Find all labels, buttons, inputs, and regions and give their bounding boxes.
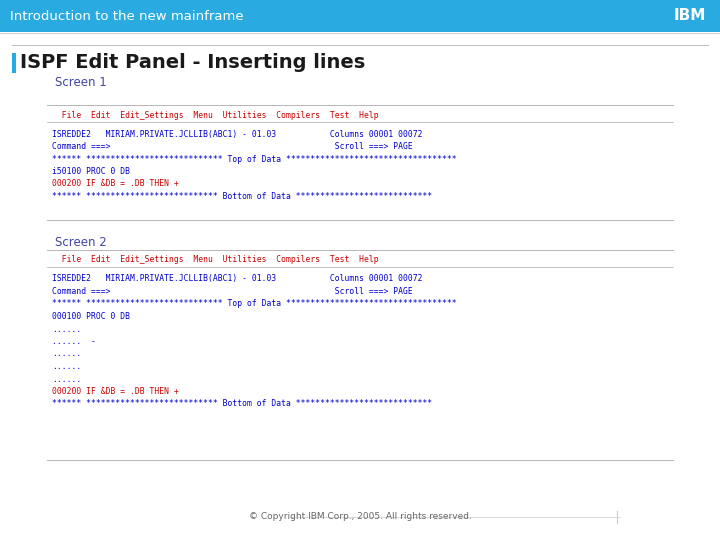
- Text: © Copyright IBM Corp., 2005. All rights reserved.: © Copyright IBM Corp., 2005. All rights …: [248, 512, 472, 521]
- Text: Screen 1: Screen 1: [55, 76, 107, 89]
- Text: ......: ......: [52, 325, 81, 334]
- Text: Introduction to the new mainframe: Introduction to the new mainframe: [10, 10, 243, 23]
- Text: File  Edit  Edit_Settings  Menu  Utilities  Compilers  Test  Help: File Edit Edit_Settings Menu Utilities C…: [52, 111, 379, 119]
- Text: ......: ......: [52, 375, 81, 383]
- Text: Command ===>                                              Scroll ===> PAGE: Command ===> Scroll ===> PAGE: [52, 287, 413, 296]
- Text: ****** **************************** Top of Data ********************************: ****** **************************** Top …: [52, 154, 456, 164]
- Text: IBM: IBM: [674, 9, 706, 24]
- Text: Screen 2: Screen 2: [55, 235, 107, 248]
- Text: ......: ......: [52, 349, 81, 359]
- Text: ......  -: ...... -: [52, 337, 96, 346]
- Text: ISREDDE2   MIRIAM.PRIVATE.JCLLIB(ABC1) - 01.03           Columns 00001 00072: ISREDDE2 MIRIAM.PRIVATE.JCLLIB(ABC1) - 0…: [52, 130, 423, 138]
- Text: File  Edit  Edit_Settings  Menu  Utilities  Compilers  Test  Help: File Edit Edit_Settings Menu Utilities C…: [52, 255, 379, 265]
- Bar: [0, 0, 720, 32]
- Bar: [12, 53, 16, 73]
- Text: Command ===>                                              Scroll ===> PAGE: Command ===> Scroll ===> PAGE: [52, 142, 413, 151]
- Text: ......: ......: [52, 362, 81, 371]
- Text: i50100 PROC 0 DB: i50100 PROC 0 DB: [52, 167, 130, 176]
- Text: 000100 PROC 0 DB: 000100 PROC 0 DB: [52, 312, 130, 321]
- Text: ****** *************************** Bottom of Data ****************************: ****** *************************** Botto…: [52, 400, 432, 408]
- Text: 000200 IF &DB = .DB THEN +: 000200 IF &DB = .DB THEN +: [52, 179, 179, 188]
- Text: 000200 IF &DB = .DB THEN +: 000200 IF &DB = .DB THEN +: [52, 387, 179, 396]
- Text: ****** **************************** Top of Data ********************************: ****** **************************** Top …: [52, 300, 456, 308]
- Text: ****** *************************** Bottom of Data ****************************: ****** *************************** Botto…: [52, 192, 432, 201]
- Text: ISREDDE2   MIRIAM.PRIVATE.JCLLIB(ABC1) - 01.03           Columns 00001 00072: ISREDDE2 MIRIAM.PRIVATE.JCLLIB(ABC1) - 0…: [52, 274, 423, 284]
- Text: ISPF Edit Panel - Inserting lines: ISPF Edit Panel - Inserting lines: [20, 52, 365, 71]
